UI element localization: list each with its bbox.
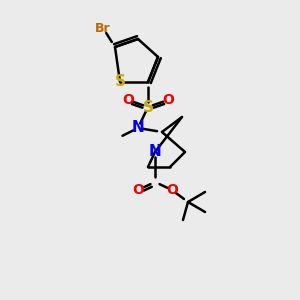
Text: N: N <box>132 121 144 136</box>
Text: O: O <box>166 183 178 197</box>
Text: O: O <box>162 93 174 107</box>
Text: S: S <box>142 100 154 115</box>
Text: S: S <box>115 74 125 89</box>
Text: O: O <box>122 93 134 107</box>
Text: Br: Br <box>95 22 111 34</box>
Text: O: O <box>132 183 144 197</box>
Text: N: N <box>148 145 161 160</box>
